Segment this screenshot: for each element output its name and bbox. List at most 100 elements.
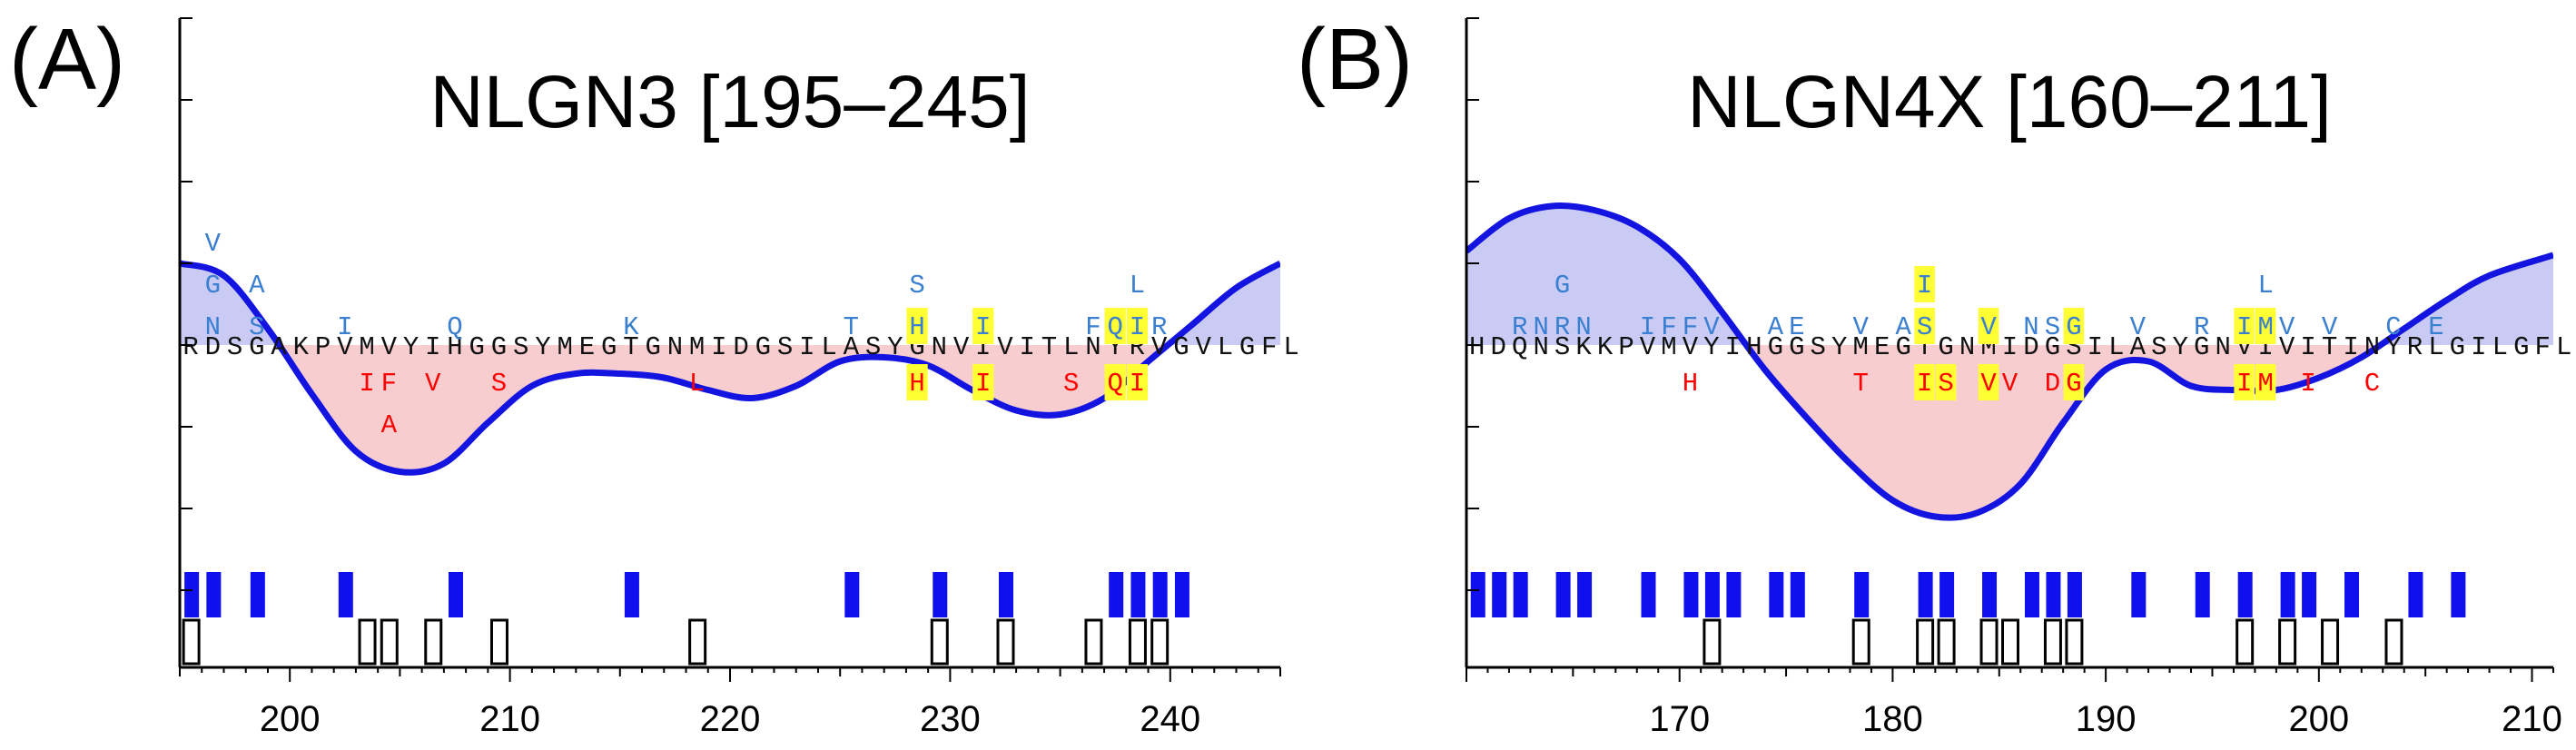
- a-blue-marker: [933, 572, 948, 617]
- b-positive-letter: A: [1768, 312, 1784, 342]
- b-seq-residue: S: [1811, 332, 1826, 362]
- b-negative-letter: I: [1917, 369, 1932, 399]
- a-seq-residue: V: [381, 332, 398, 362]
- b-seq-residue: N: [2364, 332, 2380, 362]
- b-blue-marker: [1683, 572, 1699, 617]
- a-seq-residue: Y: [403, 332, 419, 362]
- b-negative-letter: S: [1938, 369, 1953, 399]
- b-positive-letter-highlight: [2255, 308, 2276, 344]
- b-seq-residue: L: [2428, 332, 2443, 362]
- a-open-marker: [1084, 618, 1103, 666]
- b-positive-letter: R: [2194, 312, 2209, 342]
- a-positive-letter: Q: [1107, 312, 1122, 342]
- a-positive-letter: N: [205, 312, 221, 342]
- a-blue-marker: [1109, 572, 1124, 617]
- b-seq-residue: K: [1597, 332, 1614, 362]
- b-blue-marker: [2280, 572, 2295, 617]
- b-seq-residue: S: [1554, 332, 1570, 362]
- a-negative-letter-highlight: [1104, 364, 1126, 400]
- a-blue-marker: [206, 572, 222, 617]
- b-positive-letter: E: [2428, 312, 2443, 342]
- b-positive-letter: V: [2279, 312, 2295, 342]
- b-open-marker: [1851, 618, 1870, 666]
- a-blue-marker: [250, 572, 265, 617]
- b-positive-letter: R: [1512, 312, 1527, 342]
- b-blue-marker: [1790, 572, 1805, 617]
- b-blue-marker: [1641, 572, 1656, 617]
- b-seq-residue: Y: [1831, 332, 1847, 362]
- a-positive-letter-highlight: [1126, 308, 1149, 344]
- a-positive-letter: K: [623, 312, 639, 342]
- a-negative-letter: A: [381, 410, 398, 440]
- b-positive-letter: E: [1789, 312, 1804, 342]
- b-seq-residue: H: [1746, 332, 1762, 362]
- b-open-marker: [1937, 618, 1956, 666]
- a-seq-residue: L: [1218, 332, 1233, 362]
- b-positive-letter: V: [1703, 312, 1720, 342]
- b-negative-letter: D: [2045, 369, 2060, 399]
- a-seq-residue: M: [689, 332, 705, 362]
- b-open-marker: [2043, 618, 2062, 666]
- a-seq-residue: I: [799, 332, 814, 362]
- a-blue-marker: [1130, 572, 1146, 617]
- b-seq-residue: G: [1895, 332, 1910, 362]
- b-positive-letter-highlight: [1914, 308, 1935, 344]
- b-blue-marker: [2024, 572, 2039, 617]
- a-positive-letter: V: [205, 229, 222, 259]
- b-seq-residue: N: [1533, 332, 1548, 362]
- b-seq-residue: F: [2535, 332, 2551, 362]
- b-blue-marker: [1939, 572, 1955, 617]
- b-positive-letter: M: [2257, 312, 2273, 342]
- b-negative-letter-highlight: [2255, 364, 2276, 400]
- a-seq-residue: S: [227, 332, 242, 362]
- b-positive-letter: G: [1554, 271, 1570, 301]
- a-negative-area: [180, 345, 1280, 473]
- b-negative-letter: M: [2257, 369, 2273, 399]
- a-seq-residue: T: [1041, 332, 1057, 362]
- a-seq-residue: N: [667, 332, 683, 362]
- a-seq-residue: Y: [535, 332, 550, 362]
- a-open-marker: [489, 618, 508, 666]
- b-seq-residue: G: [1768, 332, 1783, 362]
- b-positive-letter: S: [2045, 312, 2060, 342]
- a-open-marker: [424, 618, 443, 666]
- b-x-tick-label: 200: [2288, 699, 2349, 739]
- a-negative-letter: Q: [1107, 369, 1122, 399]
- b-positive-letter: R: [1554, 312, 1570, 342]
- a-seq-residue: M: [359, 332, 374, 362]
- panel-a-label: (A): [9, 11, 125, 108]
- b-positive-letter: N: [2023, 312, 2038, 342]
- a-positive-letter-highlight: [1104, 308, 1126, 344]
- b-positive-letter: G: [2066, 312, 2081, 342]
- a-positive-letter: S: [909, 271, 924, 301]
- b-positive-letter: V: [1980, 312, 1997, 342]
- b-positive-letter: N: [1533, 312, 1548, 342]
- b-seq-residue: I: [2471, 332, 2486, 362]
- b-positive-letter: A: [1895, 312, 1911, 342]
- b-blue-marker: [1769, 572, 1784, 617]
- a-seq-residue: G: [491, 332, 507, 362]
- b-negative-letter-highlight: [1978, 364, 1999, 400]
- b-seq-residue: I: [1725, 332, 1741, 362]
- b-negative-letter: H: [1683, 369, 1698, 399]
- a-open-marker: [380, 618, 399, 666]
- b-profile-line: [1466, 202, 2553, 521]
- b-seq-residue: L: [2556, 332, 2571, 362]
- b-x-tick-label: 210: [2502, 699, 2562, 739]
- b-seq-residue: G: [1789, 332, 1804, 362]
- a-seq-residue: G: [469, 332, 485, 362]
- b-positive-letter: F: [1683, 312, 1698, 342]
- b-negative-letter: V: [2002, 369, 2018, 399]
- b-positive-letter: I: [1640, 312, 1655, 342]
- a-seq-residue: L: [821, 332, 836, 362]
- b-positive-letter-highlight: [1914, 266, 1935, 302]
- b-positive-letter-highlight: [2063, 308, 2085, 344]
- b-seq-residue: M: [1853, 332, 1869, 362]
- b-seq-residue: G: [2045, 332, 2060, 362]
- a-seq-residue: G: [249, 332, 264, 362]
- b-blue-marker: [1726, 572, 1742, 617]
- a-seq-residue: D: [733, 332, 748, 362]
- a-positive-letter-highlight: [906, 308, 928, 344]
- a-negative-letter: I: [975, 369, 991, 399]
